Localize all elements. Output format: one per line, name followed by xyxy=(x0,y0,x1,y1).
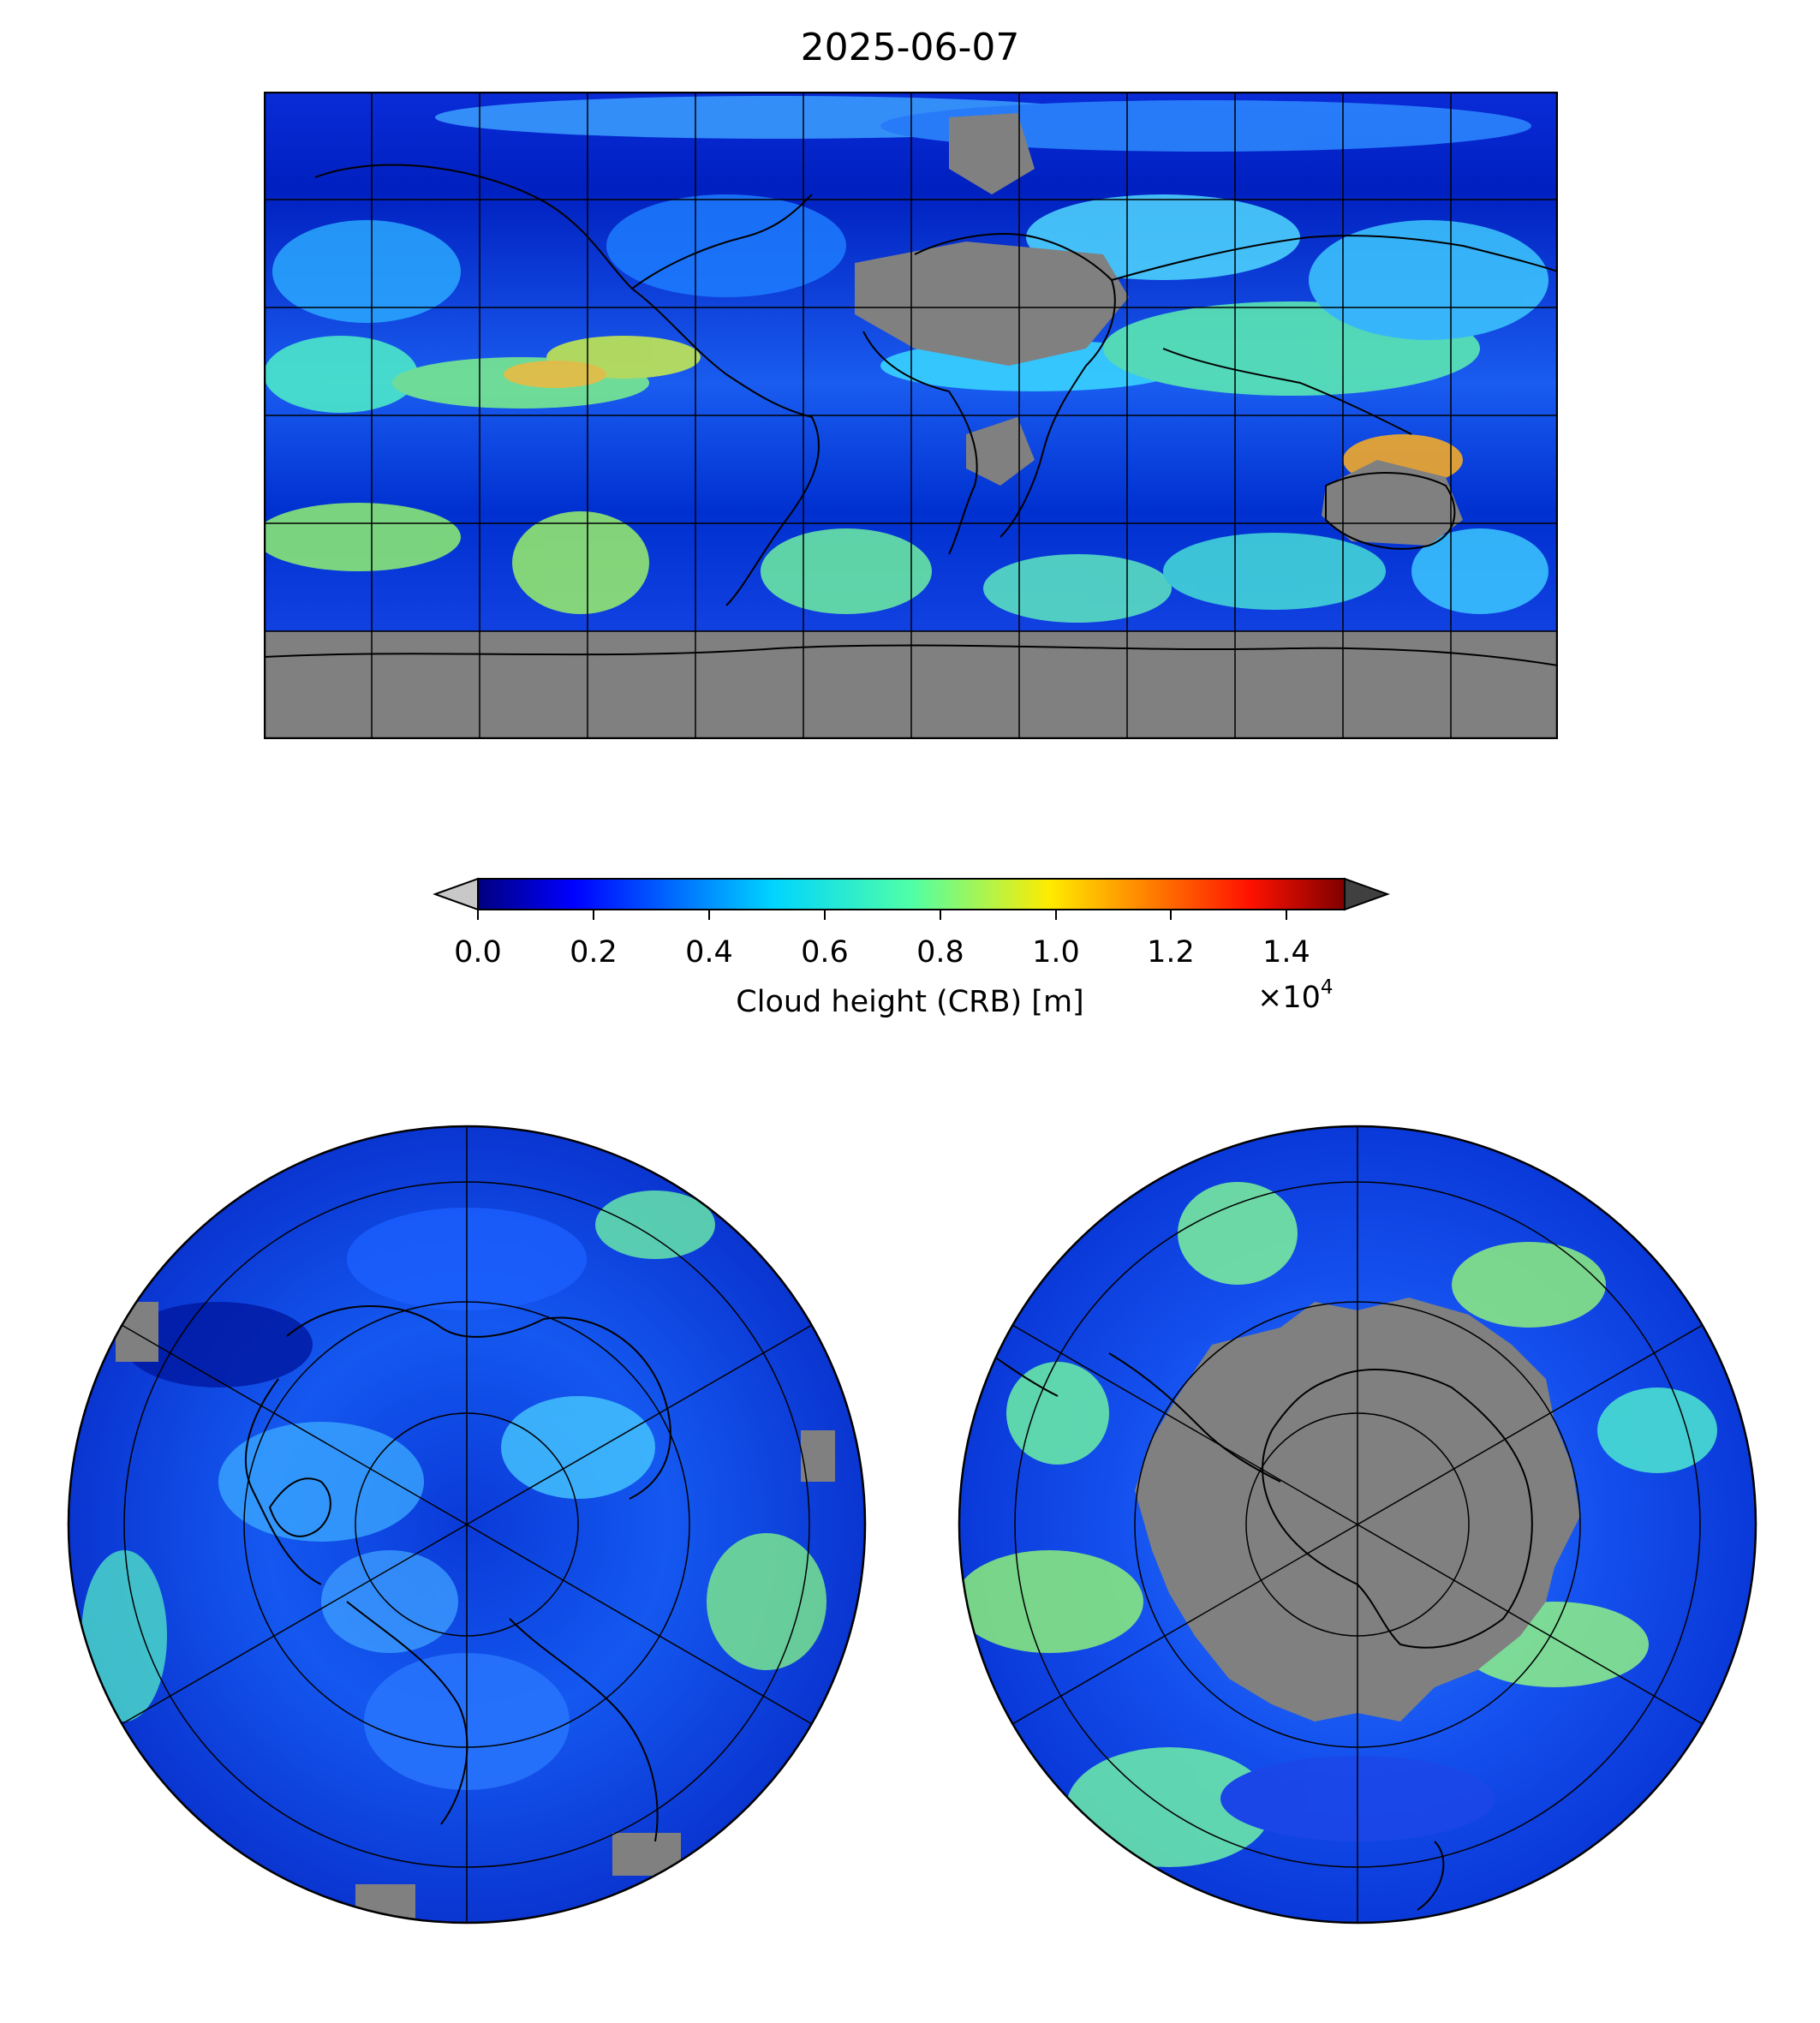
colorbar-tick-label: 1.2 xyxy=(1147,935,1195,970)
colorbar-gradient xyxy=(477,878,1346,910)
colorbar-over-extension xyxy=(1344,877,1390,911)
map-frame xyxy=(264,92,1558,739)
colorbar xyxy=(433,877,1390,920)
colorbar-tick-label: 0.0 xyxy=(454,935,502,970)
colorbar-tick-label: 0.4 xyxy=(685,935,733,970)
north-cloud-patches xyxy=(81,1191,826,1790)
south-frame xyxy=(958,1125,1757,1925)
world-map xyxy=(264,92,1558,739)
colorbar-under-extension xyxy=(433,877,479,911)
north-polar-map xyxy=(67,1125,867,1925)
map-title: 2025-06-07 xyxy=(800,26,1020,69)
south-polar-map xyxy=(958,1125,1757,1925)
north-gridlines xyxy=(121,1126,813,1923)
colorbar-tick-label: 1.0 xyxy=(1032,935,1080,970)
gridlines xyxy=(264,92,1558,739)
multiplier-exponent: 4 xyxy=(1320,976,1334,999)
south-gridlines xyxy=(1011,1126,1704,1923)
north-frame xyxy=(67,1125,867,1925)
colorbar-tick-marks xyxy=(477,910,1287,920)
colorbar-tick-label: 0.8 xyxy=(916,935,964,970)
cloud-patches xyxy=(264,96,1548,623)
multiplier-base: ×10 xyxy=(1257,981,1321,1015)
coastlines xyxy=(264,164,1558,666)
colorbar-label: Cloud height (CRB) [m] xyxy=(736,985,1084,1019)
colorbar-tick-label: 0.2 xyxy=(570,935,618,970)
colorbar-tick-label: 1.4 xyxy=(1262,935,1310,970)
colorbar-multiplier: ×104 xyxy=(1257,976,1334,1015)
colorbar-tick-label: 0.6 xyxy=(801,935,849,970)
